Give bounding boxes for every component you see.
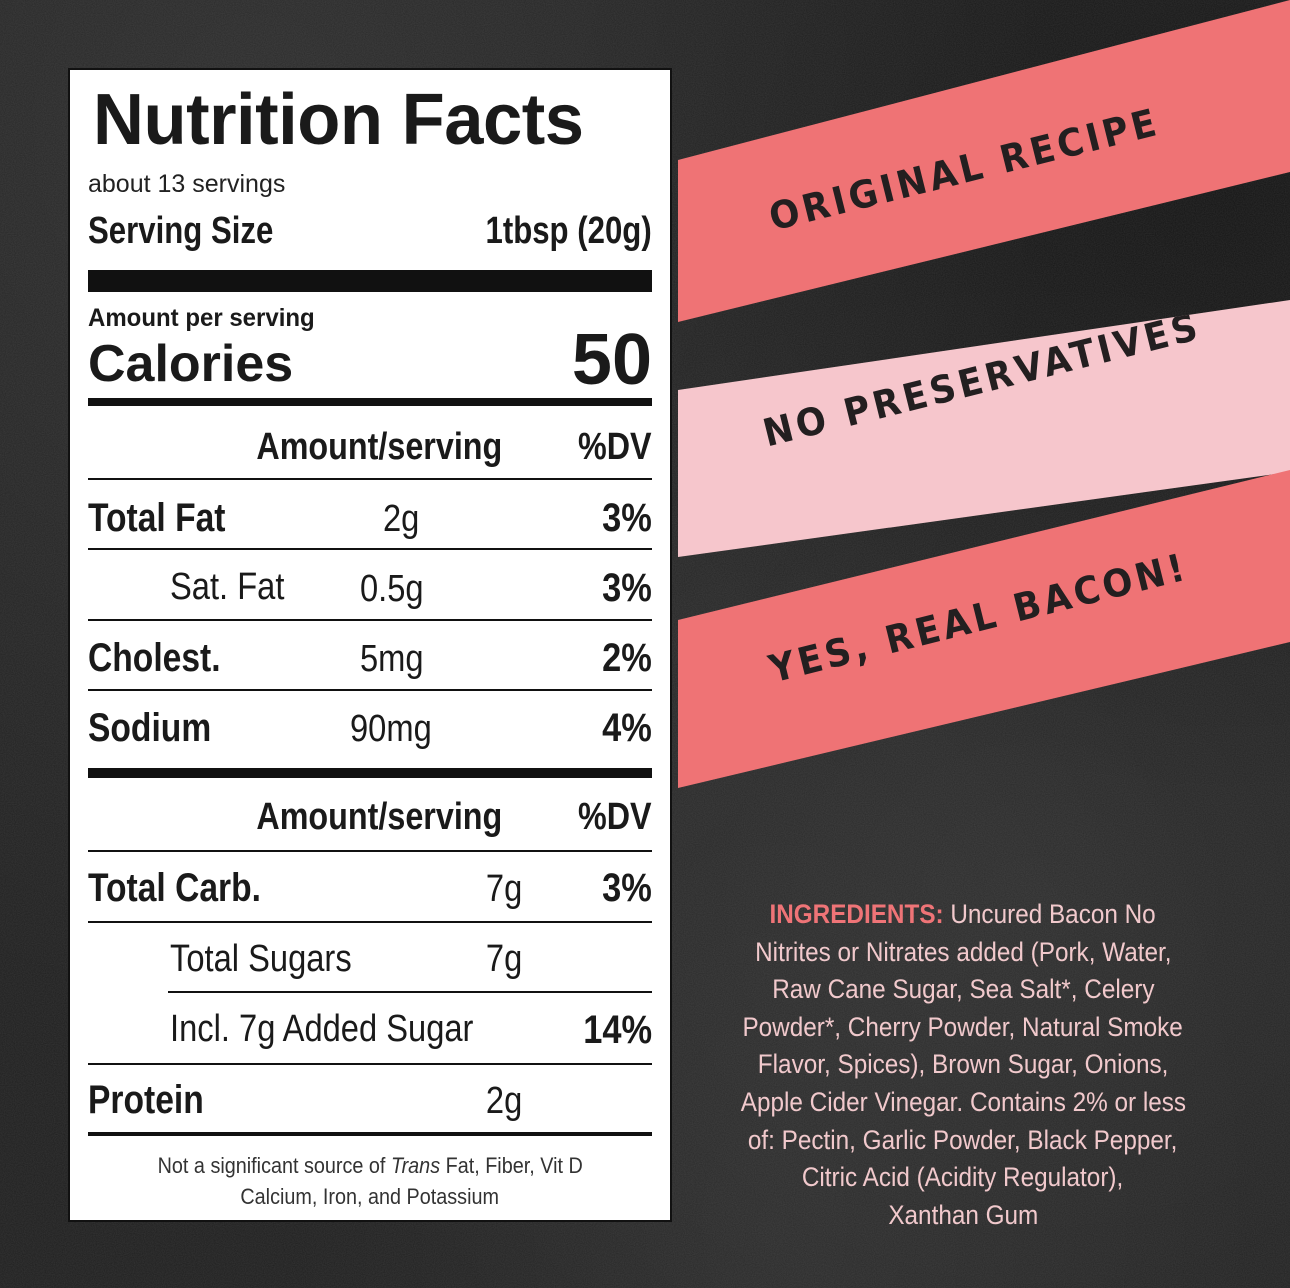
footnote: Not a significant source of Trans Fat, F… [90,1150,650,1212]
thick-divider [88,270,652,292]
nutrient-daily-value: 3% [602,566,652,610]
footnote-divider [88,1132,652,1136]
row-divider [88,689,652,691]
ingredients-line: Uncured Bacon No [944,899,1157,929]
nutrient-name: Cholest. [88,636,221,680]
banner-text: ORIGINAL RECIPE [764,99,1165,240]
row-divider [88,548,652,550]
serving-size-value: 1tbsp (20g) [485,210,652,252]
ingredients-heading: INGREDIENTS: [769,899,945,929]
nutrient-amount: 7g [485,938,522,980]
medium-divider [88,768,652,778]
ingredients-line: Citric Acid (Acidity Regulator), [802,1162,1124,1193]
nutrient-amount: 2g [485,1080,522,1122]
ingredients-line: Apple Cider Vinegar. Contains 2% or less [740,1086,1186,1117]
ingredients-line: Powder*, Cherry Powder, Natural Smoke [742,1011,1184,1042]
banner-text: NO PRESERVATIVES [758,303,1206,456]
nutrient-name: Sodium [88,706,212,750]
dv-column-header: %DV [578,426,652,468]
dv-column-header: %DV [578,796,652,838]
row-divider [88,850,652,852]
footnote-trans: Trans [390,1153,440,1178]
amount-column-header: Amount/serving [256,796,502,838]
row-divider [88,1063,652,1065]
nutrient-name: Sat. Fat [170,566,285,608]
footnote-text-rest: Fat, Fiber, Vit D [439,1153,583,1178]
ingredients-line: Xanthan Gum [888,1199,1038,1230]
ingredients-line: Raw Cane Sugar, Sea Salt*, Celery [771,974,1155,1005]
nutrient-daily-value: 3% [602,866,652,910]
nutrient-amount: 2g [382,498,420,540]
nutrient-amount: 0.5g [360,568,424,610]
calories-label: Calories [88,335,294,393]
servings-per-container: about 13 servings [88,170,286,198]
amount-column-header: Amount/serving [256,426,502,468]
nutrient-daily-value: 4% [602,706,652,750]
nutrient-daily-value: 2% [602,636,652,680]
medium-divider [88,398,652,406]
footnote-line-2: Calcium, Iron, and Potassium [240,1184,500,1209]
row-divider [88,619,652,621]
nutrient-amount: 90mg [350,708,432,750]
serving-size-label: Serving Size [88,210,274,252]
banner-text: YES, REAL BACON! [764,544,1193,692]
nutrient-daily-value: 14% [583,1008,652,1052]
banner-original-recipe: ORIGINAL RECIPE [678,0,1290,322]
nutrient-name: Protein [88,1078,204,1122]
nutrition-facts-title: Nutrition Facts [93,80,584,160]
ingredients-line: Flavor, Spices), Brown Sugar, Onions, [757,1049,1169,1080]
nutrition-facts-panel: Nutrition Facts about 13 servings Servin… [68,68,672,1222]
footnote-text: Not a significant source of [157,1153,391,1178]
amount-per-serving-label: Amount per serving [88,304,315,332]
nutrient-name: Incl. 7g Added Sugar [170,1008,474,1050]
row-divider [88,921,652,923]
calories-value: 50 [571,320,652,400]
ingredients-line: Nitrites or Nitrates added (Pork, Water, [754,936,1172,967]
row-divider [88,478,652,480]
ingredients-block: INGREDIENTS: Uncured Bacon No Nitrites o… [690,896,1236,1234]
nutrient-name: Total Carb. [88,866,261,910]
nutrient-name: Total Sugars [170,938,352,980]
row-divider [168,991,652,993]
nutrient-amount: 7g [485,868,522,910]
ingredients-line: of: Pectin, Garlic Powder, Black Pepper, [748,1124,1178,1155]
nutrient-amount: 5mg [360,638,424,680]
nutrient-name: Total Fat [88,496,226,540]
nutrient-daily-value: 3% [602,496,652,540]
